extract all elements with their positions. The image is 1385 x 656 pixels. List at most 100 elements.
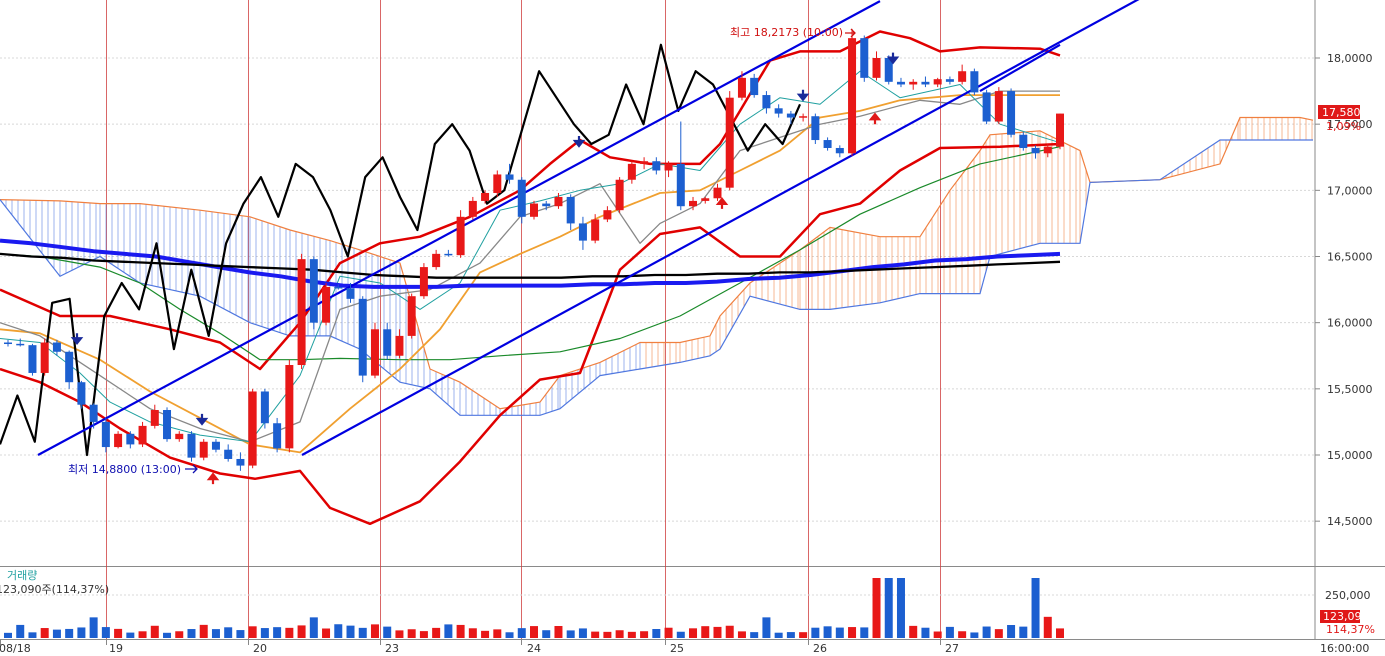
candle-body[interactable] — [958, 71, 967, 82]
candle-body[interactable] — [737, 77, 746, 98]
volume-bar[interactable] — [236, 630, 245, 638]
volume-bar[interactable] — [285, 627, 294, 638]
candle-body[interactable] — [224, 449, 233, 459]
candle-body[interactable] — [309, 259, 318, 323]
candle-body[interactable] — [260, 391, 269, 424]
volume-bar[interactable] — [848, 627, 857, 638]
candle-body[interactable] — [591, 219, 600, 241]
volume-bar[interactable] — [211, 629, 220, 638]
candle-body[interactable] — [530, 203, 538, 217]
volume-bar[interactable] — [16, 624, 25, 638]
volume-bar[interactable] — [1056, 628, 1064, 638]
candle-body[interactable] — [676, 163, 685, 207]
candle-body[interactable] — [517, 179, 526, 217]
candle-body[interactable] — [652, 161, 661, 171]
volume-bar[interactable] — [970, 632, 979, 638]
volume-bar[interactable] — [603, 631, 612, 638]
candle-body[interactable] — [896, 81, 905, 85]
candle-body[interactable] — [273, 423, 282, 449]
candle-body[interactable] — [358, 298, 367, 376]
candle-body[interactable] — [860, 38, 869, 78]
volume-bar[interactable] — [1031, 578, 1040, 638]
candle-body[interactable] — [1007, 91, 1016, 135]
volume-bar[interactable] — [101, 627, 110, 638]
volume-bar[interactable] — [358, 627, 367, 638]
volume-bar[interactable] — [273, 627, 282, 638]
candle-body[interactable] — [725, 97, 734, 188]
volume-bar[interactable] — [89, 617, 98, 638]
volume-bar[interactable] — [958, 631, 967, 638]
candle-body[interactable] — [236, 458, 245, 466]
volume-bar[interactable] — [994, 629, 1003, 638]
volume-bar[interactable] — [163, 632, 172, 638]
candle-body[interactable] — [933, 79, 942, 85]
volume-bar[interactable] — [407, 629, 416, 638]
volume-bar[interactable] — [652, 629, 661, 638]
trend-channel-lower[interactable] — [301, 0, 1140, 456]
volume-bar[interactable] — [884, 578, 893, 638]
volume-bar[interactable] — [370, 624, 379, 638]
volume-bar[interactable] — [28, 632, 37, 638]
volume-bar[interactable] — [224, 627, 233, 638]
volume-bar[interactable] — [896, 578, 905, 638]
candle-body[interactable] — [150, 410, 159, 426]
candle-body[interactable] — [481, 192, 490, 201]
volume-bar[interactable] — [933, 631, 942, 638]
volume-bar[interactable] — [468, 628, 477, 638]
volume-bar[interactable] — [591, 631, 600, 638]
volume-bar[interactable] — [872, 578, 881, 638]
candle-body[interactable] — [1043, 146, 1052, 154]
candle-body[interactable] — [211, 441, 220, 450]
volume-bar[interactable] — [750, 632, 759, 638]
volume-bar[interactable] — [835, 627, 844, 638]
candle-body[interactable] — [945, 79, 954, 82]
candle-body[interactable] — [114, 433, 123, 448]
volume-bar[interactable] — [505, 632, 514, 638]
candle-body[interactable] — [921, 81, 930, 85]
volume-bar[interactable] — [554, 625, 563, 638]
candle-body[interactable] — [77, 382, 86, 405]
volume-bar[interactable] — [4, 632, 12, 638]
candle-body[interactable] — [346, 288, 355, 299]
volume-bar[interactable] — [921, 627, 930, 638]
volume-bar[interactable] — [982, 626, 991, 638]
candle-body[interactable] — [848, 38, 857, 154]
candle-body[interactable] — [16, 343, 25, 346]
volume-bar[interactable] — [432, 627, 441, 638]
candle-body[interactable] — [640, 161, 649, 164]
volume-bar[interactable] — [725, 625, 734, 638]
volume-bar[interactable] — [786, 632, 795, 638]
candle-body[interactable] — [823, 140, 832, 148]
volume-bar[interactable] — [701, 626, 710, 638]
candle-body[interactable] — [994, 91, 1003, 122]
candle-body[interactable] — [456, 216, 465, 256]
volume-bar[interactable] — [77, 627, 86, 638]
candle-body[interactable] — [1031, 147, 1040, 154]
candle-body[interactable] — [248, 391, 257, 466]
candle-body[interactable] — [884, 58, 893, 82]
volume-bar[interactable] — [530, 626, 538, 638]
volume-bar[interactable] — [517, 628, 526, 638]
candle-body[interactable] — [799, 116, 808, 118]
candle-body[interactable] — [664, 163, 673, 171]
candle-body[interactable] — [811, 116, 820, 141]
candle-body[interactable] — [835, 147, 844, 154]
candle-body[interactable] — [297, 259, 306, 366]
volume-bar[interactable] — [493, 629, 502, 638]
candle-body[interactable] — [126, 433, 135, 445]
volume-bar[interactable] — [334, 624, 343, 638]
volume-bar[interactable] — [566, 630, 575, 638]
volume-bar[interactable] — [713, 626, 722, 638]
candle-body[interactable] — [468, 200, 477, 217]
candle-body[interactable] — [762, 95, 771, 109]
volume-bar[interactable] — [1019, 626, 1028, 638]
volume-bar[interactable] — [260, 628, 269, 638]
volume-bar[interactable] — [297, 625, 306, 638]
volume-bar[interactable] — [664, 627, 673, 638]
volume-bar[interactable] — [40, 628, 49, 638]
candle-body[interactable] — [1056, 113, 1064, 147]
candle-body[interactable] — [554, 196, 563, 207]
volume-bar[interactable] — [774, 632, 783, 638]
volume-bar[interactable] — [383, 626, 392, 638]
volume-bar[interactable] — [689, 628, 698, 638]
